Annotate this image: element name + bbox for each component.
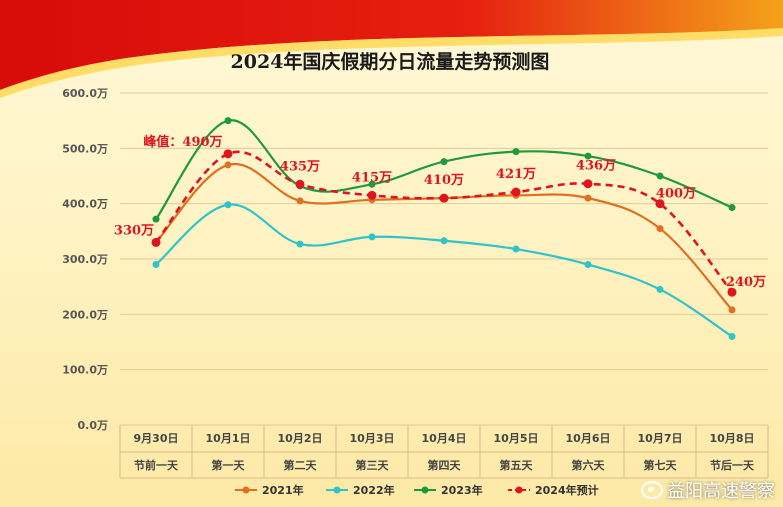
top-banner xyxy=(0,0,783,120)
x-tick-sublabel: 第四天 xyxy=(428,458,462,472)
data-point xyxy=(583,179,593,189)
data-point xyxy=(440,158,448,166)
data-point xyxy=(584,152,592,160)
data-label: 240万 xyxy=(726,275,766,290)
data-point xyxy=(656,172,664,180)
data-point xyxy=(152,261,160,269)
y-tick-label: 400.0万 xyxy=(62,198,108,211)
data-point xyxy=(728,306,736,314)
x-tick-sublabel: 第五天 xyxy=(500,458,534,472)
series-2024年预计 xyxy=(151,149,737,297)
data-point xyxy=(728,204,736,212)
chart-title: 2024年国庆假期分日流量走势预测图 xyxy=(231,50,550,73)
x-tick-label: 10月1日 xyxy=(206,432,251,445)
x-tick-sublabel: 第七天 xyxy=(644,458,678,472)
series-line xyxy=(155,119,733,220)
data-point xyxy=(511,187,521,197)
y-tick-label: 300.0万 xyxy=(62,253,108,266)
data-label: 415万 xyxy=(352,170,392,185)
data-label: 400万 xyxy=(656,187,696,202)
data-label: 330万 xyxy=(114,223,154,238)
series-2022年 xyxy=(152,201,736,340)
data-point xyxy=(439,193,449,203)
legend-label: 2021年 xyxy=(262,483,304,497)
legend: 2021年 2022年 2023年 2024年预计 xyxy=(235,483,599,497)
y-tick-label: 100.0万 xyxy=(62,364,108,377)
data-point xyxy=(224,161,232,169)
weibo-icon xyxy=(641,481,663,499)
data-point xyxy=(584,194,592,202)
x-tick-sublabel: 节前一天 xyxy=(134,458,179,472)
data-point xyxy=(656,225,664,233)
data-point xyxy=(584,261,592,269)
x-tick-label: 10月4日 xyxy=(422,432,467,445)
data-point xyxy=(367,190,377,200)
legend-swatch-dot xyxy=(333,486,341,494)
annotations-layer: 330万 峰值：490万 435万 415万 410万 421万 436万 400万 240万 xyxy=(114,134,766,290)
legend-label: 2022年 xyxy=(353,483,395,497)
x-tick-label: 10月7日 xyxy=(638,432,683,445)
data-point xyxy=(656,285,664,293)
data-point xyxy=(223,149,233,159)
x-tick-label: 10月8日 xyxy=(710,432,755,445)
data-point xyxy=(512,245,520,253)
legend-swatch-dot xyxy=(242,486,250,494)
x-tick-label: 10月5日 xyxy=(494,432,539,445)
data-point xyxy=(440,237,448,245)
x-tick-sublabel: 第二天 xyxy=(284,458,318,472)
legend-swatch-dot xyxy=(515,486,523,494)
x-tick-sublabel: 第一天 xyxy=(212,458,246,472)
data-point xyxy=(727,287,737,297)
data-point xyxy=(512,148,520,156)
series-line xyxy=(155,203,733,338)
data-label: 421万 xyxy=(496,167,536,182)
x-tick-sublabel: 第六天 xyxy=(572,458,606,472)
series-layer xyxy=(151,117,737,340)
data-label: 436万 xyxy=(576,159,616,174)
legend-label: 2024年预计 xyxy=(535,483,599,497)
x-tick-label: 10月3日 xyxy=(350,432,395,445)
data-point xyxy=(224,117,232,125)
x-tick-label: 10月2日 xyxy=(278,432,323,445)
y-tick-label: 0.0万 xyxy=(78,419,109,432)
y-tick-label: 600.0万 xyxy=(62,87,108,100)
legend-swatch-dot xyxy=(421,486,429,494)
data-point xyxy=(296,240,304,248)
data-point xyxy=(296,197,304,205)
watermark: 益阳高速警察 xyxy=(641,477,775,503)
data-point xyxy=(152,215,160,223)
legend-label: 2023年 xyxy=(441,483,483,497)
data-point xyxy=(728,332,736,340)
data-point xyxy=(295,179,305,189)
data-label: 410万 xyxy=(424,173,464,188)
data-label: 435万 xyxy=(280,159,320,174)
data-label: 峰值：490万 xyxy=(143,134,222,150)
y-tick-label: 500.0万 xyxy=(62,142,108,155)
series-2023年 xyxy=(152,117,736,223)
x-tick-sublabel: 节后一天 xyxy=(710,458,755,472)
x-tick-label: 10月6日 xyxy=(566,432,611,445)
data-point xyxy=(655,199,665,209)
data-point xyxy=(224,201,232,209)
y-tick-label: 200.0万 xyxy=(62,308,108,321)
x-tick-sublabel: 第三天 xyxy=(356,458,390,472)
x-tick-label: 9月30日 xyxy=(134,432,179,445)
data-point xyxy=(368,233,376,241)
data-point xyxy=(151,237,161,247)
data-point xyxy=(368,180,376,188)
watermark-text: 益阳高速警察 xyxy=(667,481,775,502)
